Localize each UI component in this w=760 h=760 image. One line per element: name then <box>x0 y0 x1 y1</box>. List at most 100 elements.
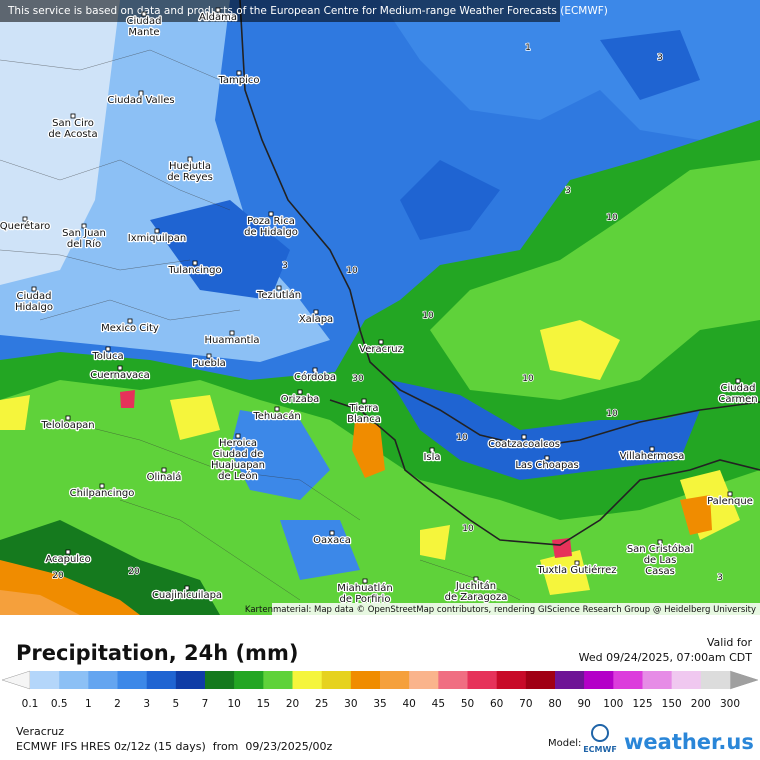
place-marker <box>184 585 190 591</box>
scale-swatch <box>292 671 322 689</box>
ecmwf-logo: ECMWF <box>583 745 617 754</box>
place-label: Cuernavaca <box>90 370 150 381</box>
scale-label: 80 <box>548 698 561 710</box>
scale-swatch <box>642 671 672 689</box>
place-marker <box>313 309 319 315</box>
contour-label: 10 <box>522 374 534 384</box>
place-marker <box>70 113 76 119</box>
place-label: Xalapa <box>299 314 333 325</box>
place-label: San Cristóbal <box>627 543 693 555</box>
scale-swatch <box>613 671 643 689</box>
place-label: de Zaragoza <box>445 592 508 603</box>
contour-label: 3 <box>565 186 571 196</box>
brand-logo[interactable]: weather.us <box>624 730 754 754</box>
scale-swatch <box>321 671 352 689</box>
scale-label: 30 <box>344 698 357 710</box>
place-label: Mexico City <box>101 323 159 334</box>
place-label: Ciudad de <box>213 449 264 460</box>
contour-label: 10 <box>606 213 618 223</box>
map-attribution: Kartenmaterial: Map data © OpenStreetMap… <box>245 605 756 615</box>
place-marker <box>81 223 87 229</box>
scale-swatch <box>700 671 731 689</box>
legend-title: Precipitation, 24h (mm) <box>16 641 298 665</box>
place-label: Toluca <box>91 351 123 362</box>
scale-swatch <box>175 671 206 689</box>
place-label: Puebla <box>192 358 226 369</box>
contour-label: 1 <box>525 43 531 53</box>
scale-swatch <box>30 671 60 689</box>
place-label: Carmen <box>718 394 757 405</box>
place-label: Tampico <box>217 75 259 86</box>
place-label: San Ciro <box>52 118 94 129</box>
scale-swatch <box>88 671 118 689</box>
scale-label: 150 <box>662 698 682 710</box>
scale-label: 45 <box>432 698 445 710</box>
place-label: Querétaro <box>0 220 50 232</box>
place-marker <box>105 346 111 352</box>
place-marker <box>727 491 733 497</box>
scale-swatch <box>205 671 235 689</box>
scale-below-arrow <box>1 670 31 690</box>
place-label: Villahermosa <box>620 451 685 462</box>
scale-label: 40 <box>402 698 415 710</box>
place-label: Teloloapan <box>40 420 94 431</box>
place-label: de León <box>218 470 258 482</box>
contour-label: 3 <box>717 573 723 583</box>
place-marker <box>297 389 303 395</box>
place-label: Heroica <box>219 438 257 449</box>
place-marker <box>574 560 580 566</box>
place-label: Ciudad <box>17 291 52 302</box>
scale-swatch <box>380 671 410 689</box>
place-marker <box>735 378 741 384</box>
place-label: Ixmiquilpan <box>128 233 186 244</box>
scale-swatch <box>496 671 527 689</box>
scale-swatch <box>525 671 556 689</box>
contour-label: 3 <box>282 261 288 271</box>
place-label: Aldama <box>199 12 237 23</box>
contour-label: 10 <box>606 409 618 419</box>
scale-label: 25 <box>315 698 328 710</box>
place-label: Hidalgo <box>15 302 53 313</box>
place-label: Acapulco <box>45 554 90 565</box>
scale-swatch <box>146 671 177 689</box>
place-label: Cuajinicuilapa <box>152 590 222 601</box>
scale-label: 3 <box>143 698 150 710</box>
place-label: Tierra <box>349 403 379 414</box>
place-marker <box>117 365 123 371</box>
place-marker <box>362 578 368 584</box>
contour-label: 20 <box>52 571 64 581</box>
scale-label: 125 <box>632 698 652 710</box>
scale-swatch <box>555 671 585 689</box>
scale-swatch <box>467 671 497 689</box>
scale-swatch <box>59 671 89 689</box>
place-label: Teziutlán <box>256 289 301 301</box>
place-marker <box>312 367 318 373</box>
place-marker <box>657 539 663 545</box>
contour-label: 10 <box>456 433 468 443</box>
scale-swatch <box>438 671 468 689</box>
place-marker <box>329 530 335 536</box>
place-label: Oaxaca <box>313 535 351 546</box>
scale-label: 7 <box>202 698 209 710</box>
map-area: This service is based on data and produc… <box>0 0 760 615</box>
scale-label: 10 <box>227 698 240 710</box>
contour-label: 10 <box>462 524 474 534</box>
place-label: Huejutla <box>169 161 211 172</box>
place-marker <box>544 455 550 461</box>
place-label: Poza Rica <box>247 216 295 227</box>
contour-label: 3 <box>657 53 663 63</box>
contour-label: 10 <box>346 266 358 276</box>
place-label: Orizaba <box>281 394 320 405</box>
place-marker <box>127 318 133 324</box>
place-marker <box>649 446 655 452</box>
place-marker <box>268 211 274 217</box>
place-label: del Río <box>67 238 101 250</box>
scale-label: 100 <box>603 698 623 710</box>
place-label: de Acosta <box>48 129 97 140</box>
place-label: San Juan <box>62 228 106 239</box>
place-label: de Reyes <box>167 172 213 183</box>
place-marker <box>361 398 367 404</box>
place-label: Chilpancingo <box>70 488 135 499</box>
place-label: Veracruz <box>359 344 403 355</box>
